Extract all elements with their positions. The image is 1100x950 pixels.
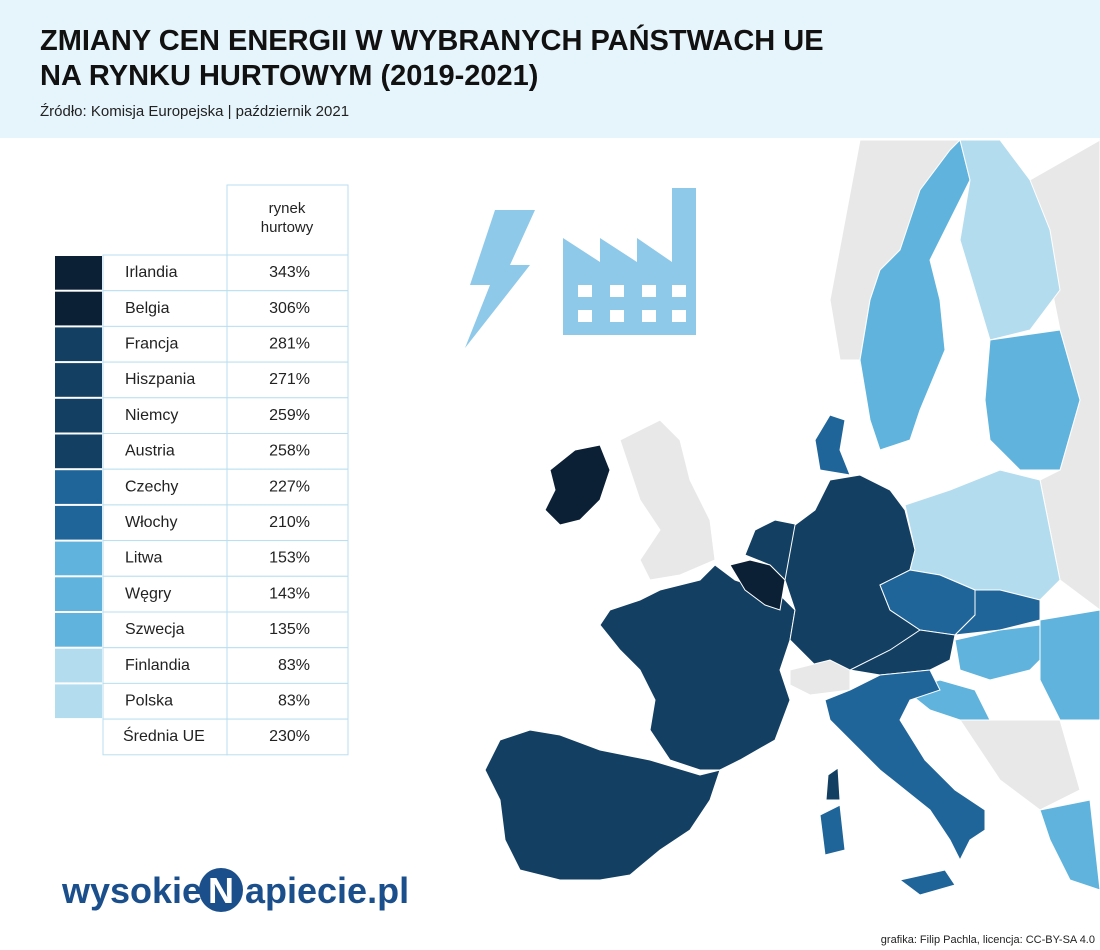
- country-value: 83%: [278, 657, 310, 674]
- logo-text: N: [208, 870, 234, 911]
- country: [599, 564, 796, 771]
- name-cell: [102, 361, 228, 399]
- country-name: Belgia: [125, 300, 170, 317]
- icons: [465, 188, 696, 348]
- country: [784, 474, 921, 671]
- average-label: Średnia UE: [123, 726, 205, 745]
- country-value: 271%: [269, 371, 310, 388]
- name-cell: [102, 397, 228, 434]
- average-value: 230%: [269, 728, 310, 745]
- color-swatch: [55, 256, 102, 290]
- country: [953, 589, 1041, 636]
- map: [484, 139, 1100, 896]
- value-cell: [226, 504, 349, 542]
- title-line: ZMIANY CEN ENERGII W WYBRANYCH PAŃSTWACH…: [40, 23, 824, 57]
- country-value: 143%: [269, 585, 310, 602]
- title-line: NA RYNKU HURTOWYM (2019-2021): [40, 60, 538, 92]
- country-name: Włochy: [125, 514, 177, 531]
- color-swatch: [55, 541, 102, 576]
- table: rynek hurtowy Irlandia 343% Belgia 306% Fran…: [55, 184, 349, 756]
- country-name: Czechy: [125, 478, 178, 495]
- logo-circle: [199, 868, 243, 912]
- country-name: Szwecja: [125, 621, 185, 638]
- color-swatch: [55, 577, 102, 611]
- country-value: 343%: [269, 264, 310, 281]
- value-cell: [226, 468, 349, 506]
- color-swatch: [55, 327, 102, 362]
- source: Źródło: Komisja Europejska | październik…: [40, 103, 349, 120]
- country-name: Polska: [125, 692, 173, 709]
- value-cell: [226, 540, 349, 577]
- country-value: 153%: [269, 550, 310, 567]
- color-swatch: [55, 684, 102, 719]
- color-swatch: [55, 613, 102, 647]
- country-name: Hiszpania: [125, 371, 195, 388]
- value-cell: [226, 718, 349, 756]
- value-cell: [226, 575, 349, 613]
- name-cell: [102, 575, 228, 613]
- country: [898, 869, 956, 896]
- country-name: Finlandia: [125, 657, 190, 674]
- country: [729, 559, 786, 611]
- country: [789, 659, 851, 696]
- color-swatch: [55, 648, 102, 683]
- country-value: 227%: [269, 478, 310, 495]
- country-name: Francja: [125, 335, 178, 352]
- name-cell: [102, 433, 228, 470]
- value-cell: [226, 397, 349, 434]
- logo-text: wysokie: [61, 870, 202, 911]
- country: [1039, 609, 1100, 721]
- column-header: rynek: [269, 200, 306, 217]
- color-swatch: [55, 434, 102, 469]
- value-cell: [226, 290, 349, 327]
- color-swatch: [55, 291, 102, 326]
- logo: wysokie N apiecie.pl: [61, 868, 409, 912]
- color-swatch: [55, 505, 102, 540]
- value-cell: [226, 611, 349, 649]
- country-name: Austria: [125, 443, 175, 460]
- country-value: 259%: [269, 407, 310, 424]
- country-name: Węgry: [125, 585, 171, 602]
- color-swatch: [55, 363, 102, 397]
- country: [819, 804, 846, 856]
- value-cell: [226, 361, 349, 399]
- country-value: 210%: [269, 514, 310, 531]
- country-value: 258%: [269, 443, 310, 460]
- color-swatch: [55, 398, 102, 433]
- value-cell: [226, 433, 349, 470]
- country-value: 83%: [278, 692, 310, 709]
- factory-icon: [563, 188, 696, 335]
- country: [814, 414, 851, 476]
- name-cell: [102, 468, 228, 506]
- country-name: Niemcy: [125, 407, 178, 424]
- country: [619, 419, 716, 581]
- country-value: 281%: [269, 335, 310, 352]
- country: [984, 329, 1081, 471]
- lightning-icon: [465, 210, 535, 348]
- name-cell: [102, 540, 228, 577]
- credit: grafika: Filip Pachla, licencja: CC-BY-S…: [881, 934, 1095, 946]
- value-cell: [226, 325, 349, 363]
- country-value: 135%: [269, 621, 310, 638]
- value-cell: [226, 647, 349, 684]
- country: [959, 719, 1081, 811]
- factory-windows: [578, 285, 686, 322]
- country-name: Litwa: [125, 550, 162, 567]
- country: [825, 767, 841, 801]
- country-value: 306%: [269, 300, 310, 317]
- country-name: Irlandia: [125, 264, 178, 281]
- country: [544, 444, 611, 526]
- country: [484, 729, 721, 881]
- value-cell: [226, 254, 349, 292]
- column-header: hurtowy: [261, 219, 314, 236]
- country: [1039, 799, 1100, 891]
- country: [824, 669, 986, 862]
- country: [859, 139, 971, 451]
- header-band: [0, 0, 1100, 138]
- country: [959, 139, 1061, 341]
- logo-text: apiecie.pl: [245, 870, 409, 911]
- color-swatch: [55, 470, 102, 504]
